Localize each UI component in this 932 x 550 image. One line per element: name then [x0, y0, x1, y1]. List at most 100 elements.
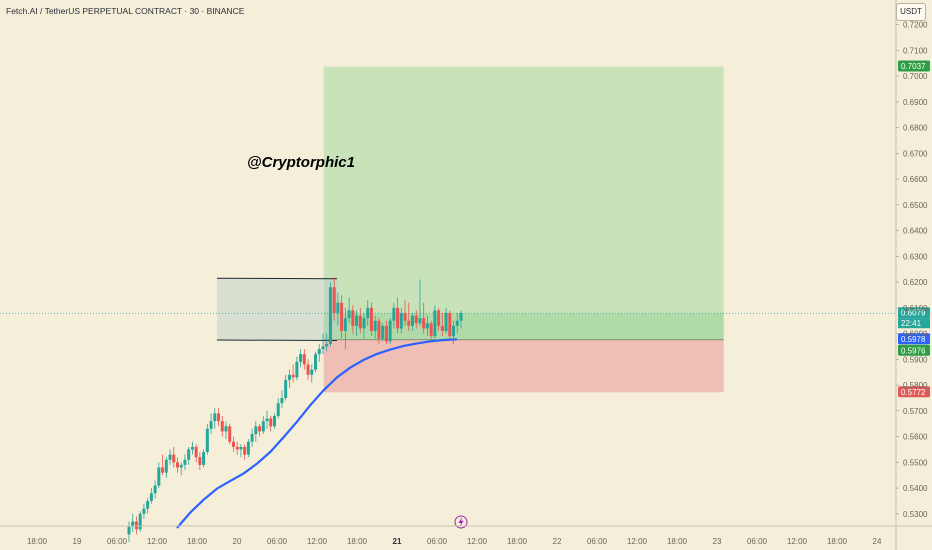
candle [314, 351, 318, 373]
candle [440, 312, 444, 337]
candle-body [272, 415, 276, 427]
candle [336, 292, 340, 326]
candle-body [254, 426, 258, 435]
candle [332, 276, 336, 321]
candle [258, 423, 262, 437]
candle [179, 462, 183, 476]
candle-body [161, 467, 165, 473]
candle-body [384, 325, 388, 342]
candle-body [183, 459, 187, 465]
candle [209, 413, 213, 435]
candle-body [235, 446, 239, 450]
candle-body [194, 446, 198, 458]
ema-price-tag-text: 0.5978 [901, 335, 926, 344]
candle-body [381, 325, 385, 339]
candle-body [261, 421, 265, 432]
candle-body [179, 464, 183, 468]
candle-body [321, 346, 325, 350]
candle-body [392, 307, 396, 321]
candle-body [239, 446, 243, 450]
candle [149, 488, 153, 504]
candle-body [250, 434, 254, 442]
candle-body [224, 426, 228, 432]
y-tick-label: 0.6200 [903, 278, 928, 287]
candle [131, 513, 135, 532]
target-price-tag-bg [898, 60, 930, 72]
x-tick-label: 12:00 [467, 537, 488, 546]
candle [157, 462, 161, 489]
candle [272, 413, 276, 429]
y-tick-label: 0.5400 [903, 484, 928, 493]
candle [306, 359, 310, 380]
candle [455, 312, 459, 334]
y-tick-label: 0.6400 [903, 227, 928, 236]
candle-body [153, 485, 157, 494]
x-tick-label: 06:00 [267, 537, 288, 546]
candle-body [134, 521, 138, 530]
candle [254, 421, 258, 442]
candle [351, 305, 355, 334]
y-tick-label: 0.5300 [903, 510, 928, 519]
x-tick-label: 20 [233, 537, 242, 546]
candle [213, 408, 217, 429]
candle [138, 511, 142, 532]
candle-body [377, 320, 381, 339]
y-tick-label: 0.5900 [903, 355, 928, 364]
x-tick-label: 18:00 [27, 537, 48, 546]
channel-fill [217, 278, 337, 341]
candle [347, 297, 351, 324]
candle [291, 364, 295, 383]
candle [366, 300, 370, 326]
candle [228, 423, 232, 445]
countdown-text: 22:41 [901, 319, 922, 328]
candle [243, 444, 247, 460]
x-tick-label: 18:00 [827, 537, 848, 546]
candle-body [314, 354, 318, 370]
candle-body [276, 403, 280, 416]
candle-body [407, 320, 411, 326]
candle-body [138, 513, 142, 530]
target-price-tag-text: 0.7037 [901, 62, 926, 71]
x-tick-label: 06:00 [107, 537, 128, 546]
candle [217, 408, 221, 427]
y-tick-label: 0.5500 [903, 458, 928, 467]
candle [373, 315, 377, 339]
candle-body [280, 397, 284, 404]
candle-body [369, 307, 373, 332]
current-price-tag-text: 0.6079 [901, 309, 926, 318]
entry-price-tag: 0.5976 [898, 344, 930, 356]
candle [142, 503, 146, 519]
candle [340, 294, 344, 339]
y-tick-label: 0.5700 [903, 407, 928, 416]
chart-title: Fetch.AI / TetherUS PERPETUAL CONTRACT ·… [6, 6, 245, 16]
stop-price-tag: 0.5772 [898, 386, 930, 398]
candle-body [149, 493, 153, 501]
stop-price-tag-text: 0.5772 [901, 388, 926, 397]
candle [299, 349, 303, 368]
candle [172, 446, 176, 468]
candle [433, 305, 437, 339]
candle-body [220, 421, 224, 432]
candle-body [131, 521, 135, 527]
candle [261, 415, 265, 435]
candle [164, 457, 168, 478]
candle [187, 446, 191, 465]
candle-body [164, 459, 168, 473]
candle-body [325, 343, 329, 347]
target-price-tag: 0.7037 [898, 60, 930, 72]
candle [161, 454, 165, 476]
candle [205, 423, 209, 455]
lightning-icon [454, 515, 468, 529]
candle-body [343, 318, 347, 332]
candle [452, 320, 456, 344]
candle-body [146, 500, 150, 509]
candle [343, 307, 347, 350]
x-tick-label: 06:00 [747, 537, 768, 546]
candle-body [351, 310, 355, 326]
candle [444, 307, 448, 334]
candle [396, 297, 400, 334]
x-tick-label: 12:00 [787, 537, 808, 546]
candle [459, 310, 463, 329]
currency-button[interactable]: USDT [896, 3, 926, 21]
